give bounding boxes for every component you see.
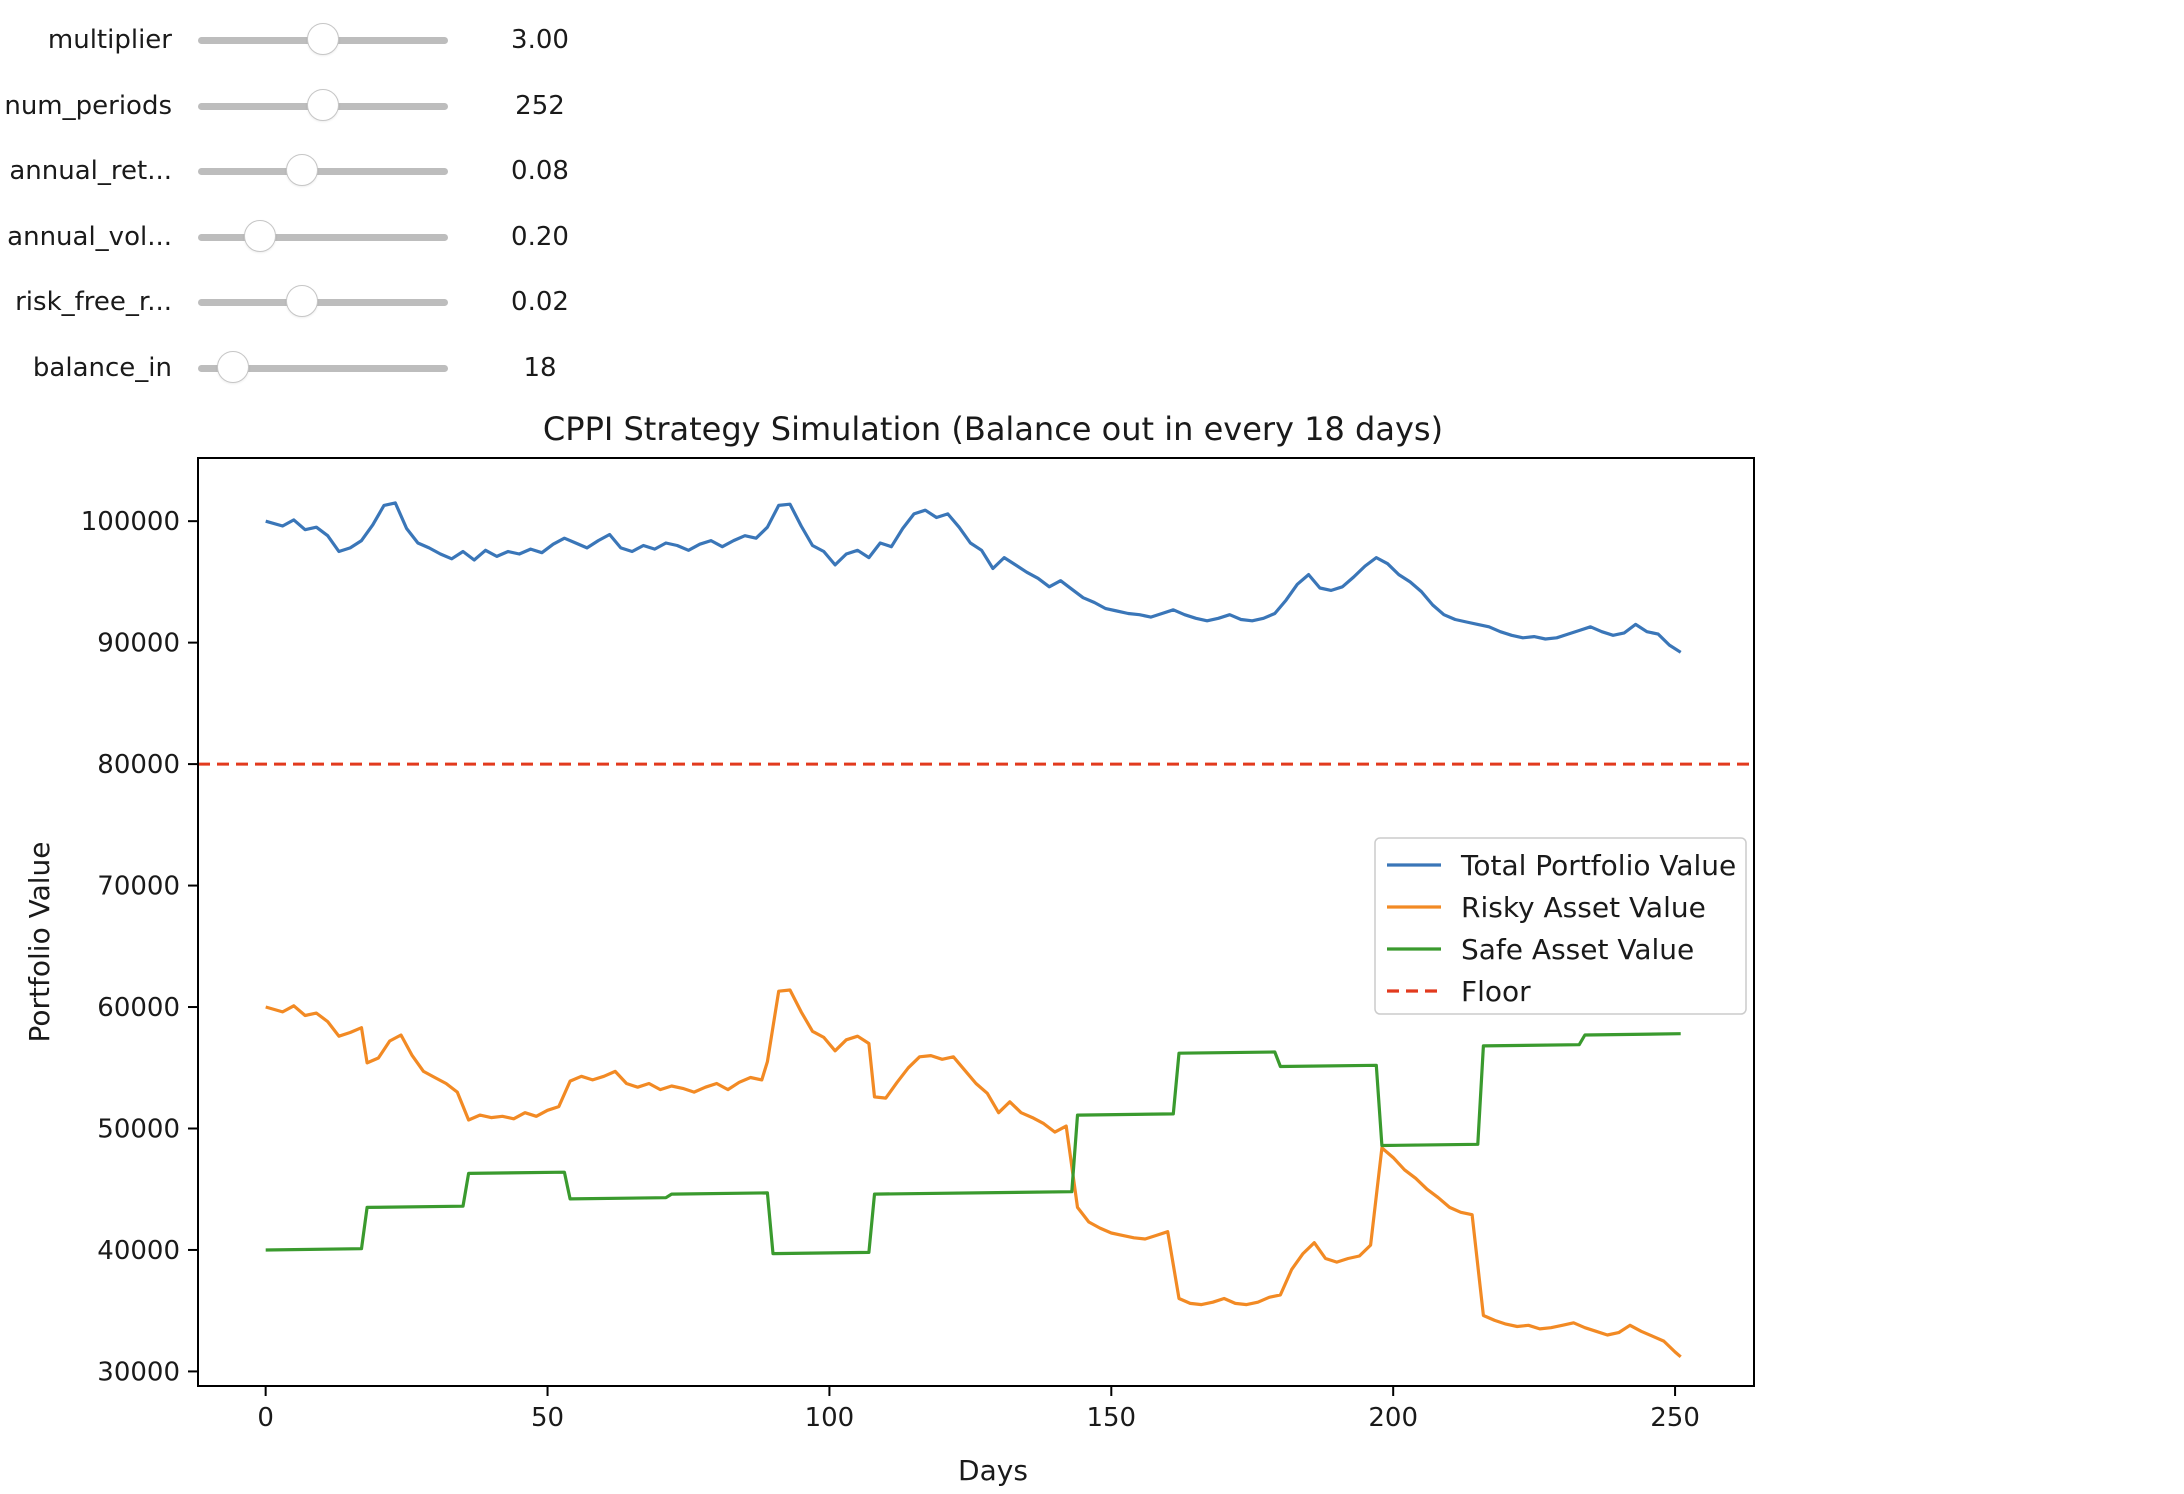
- slider-label: multiplier: [47, 25, 172, 55]
- plot-frame: [197, 457, 1755, 1387]
- x-tick-label: 250: [1650, 1403, 1700, 1433]
- slider-handle[interactable]: [286, 154, 318, 186]
- slider-widget: multiplier 3.00: [0, 8, 700, 72]
- slider-value[interactable]: 0.02: [511, 287, 569, 317]
- x-tick-label: 100: [805, 1403, 855, 1433]
- slider-label: risk_free_r...: [15, 287, 172, 317]
- slider-handle[interactable]: [244, 219, 276, 252]
- legend-label: Floor: [1461, 975, 1531, 1008]
- slider-handle[interactable]: [307, 23, 339, 55]
- x-tick-label: 50: [531, 1403, 564, 1433]
- legend-label: Total Portfolio Value: [1460, 849, 1736, 882]
- slider-widget: num_periods 252: [0, 74, 700, 138]
- slider-value[interactable]: 3.00: [511, 25, 569, 55]
- slider-widget: annual_ret... 0.08: [0, 139, 700, 203]
- slider-value[interactable]: 0.08: [511, 156, 569, 186]
- chart-title: CPPI Strategy Simulation (Balance out in…: [543, 410, 1443, 448]
- slider-label: num_periods: [4, 90, 172, 121]
- y-tick-label: 70000: [97, 872, 180, 902]
- y-axis-label: Portfolio Value: [23, 842, 56, 1043]
- cppi-chart: CPPI Strategy Simulation (Balance out in…: [0, 400, 1840, 1494]
- series-line-safe-asset-value: [265, 1032, 1681, 1256]
- slider-handle[interactable]: [216, 350, 249, 383]
- legend-box: [1374, 837, 1747, 1015]
- slider-label: balance_in: [32, 352, 172, 383]
- chart-svg: CPPI Strategy Simulation (Balance out in…: [23, 410, 1755, 1487]
- series-line-risky-asset-value: [265, 988, 1682, 1359]
- slider-label: annual_vol...: [7, 221, 172, 252]
- x-tick-label: 200: [1368, 1403, 1418, 1433]
- slider-track[interactable]: [198, 364, 448, 372]
- slider-value[interactable]: 252: [515, 90, 565, 121]
- slider-widget: balance_in 18: [0, 336, 700, 400]
- y-tick-label: 50000: [97, 1114, 180, 1144]
- y-tick-label: 100000: [81, 507, 180, 537]
- x-tick-label: 0: [257, 1403, 274, 1433]
- y-tick-label: 90000: [97, 629, 180, 659]
- slider-track[interactable]: [198, 233, 448, 241]
- series-line-total-portfolio-value: [265, 501, 1682, 654]
- slider-value[interactable]: 18: [523, 352, 557, 383]
- y-tick-label: 40000: [97, 1236, 180, 1266]
- y-tick-label: 30000: [97, 1357, 180, 1387]
- y-tick-label: 60000: [97, 993, 180, 1023]
- x-axis-label: Days: [958, 1454, 1028, 1487]
- y-tick-label: 80000: [97, 750, 180, 780]
- slider-widget: annual_vol... 0.20: [0, 205, 700, 269]
- slider-track[interactable]: [198, 168, 448, 175]
- slider-handle[interactable]: [286, 285, 318, 317]
- slider-value[interactable]: 0.20: [511, 221, 569, 252]
- x-tick-label: 150: [1086, 1403, 1136, 1433]
- slider-widget: risk_free_r... 0.02: [0, 270, 700, 334]
- slider-track[interactable]: [198, 299, 448, 306]
- legend-label: Risky Asset Value: [1461, 891, 1706, 924]
- slider-label: annual_ret...: [9, 156, 172, 186]
- slider-handle[interactable]: [307, 88, 339, 121]
- legend-label: Safe Asset Value: [1461, 933, 1694, 966]
